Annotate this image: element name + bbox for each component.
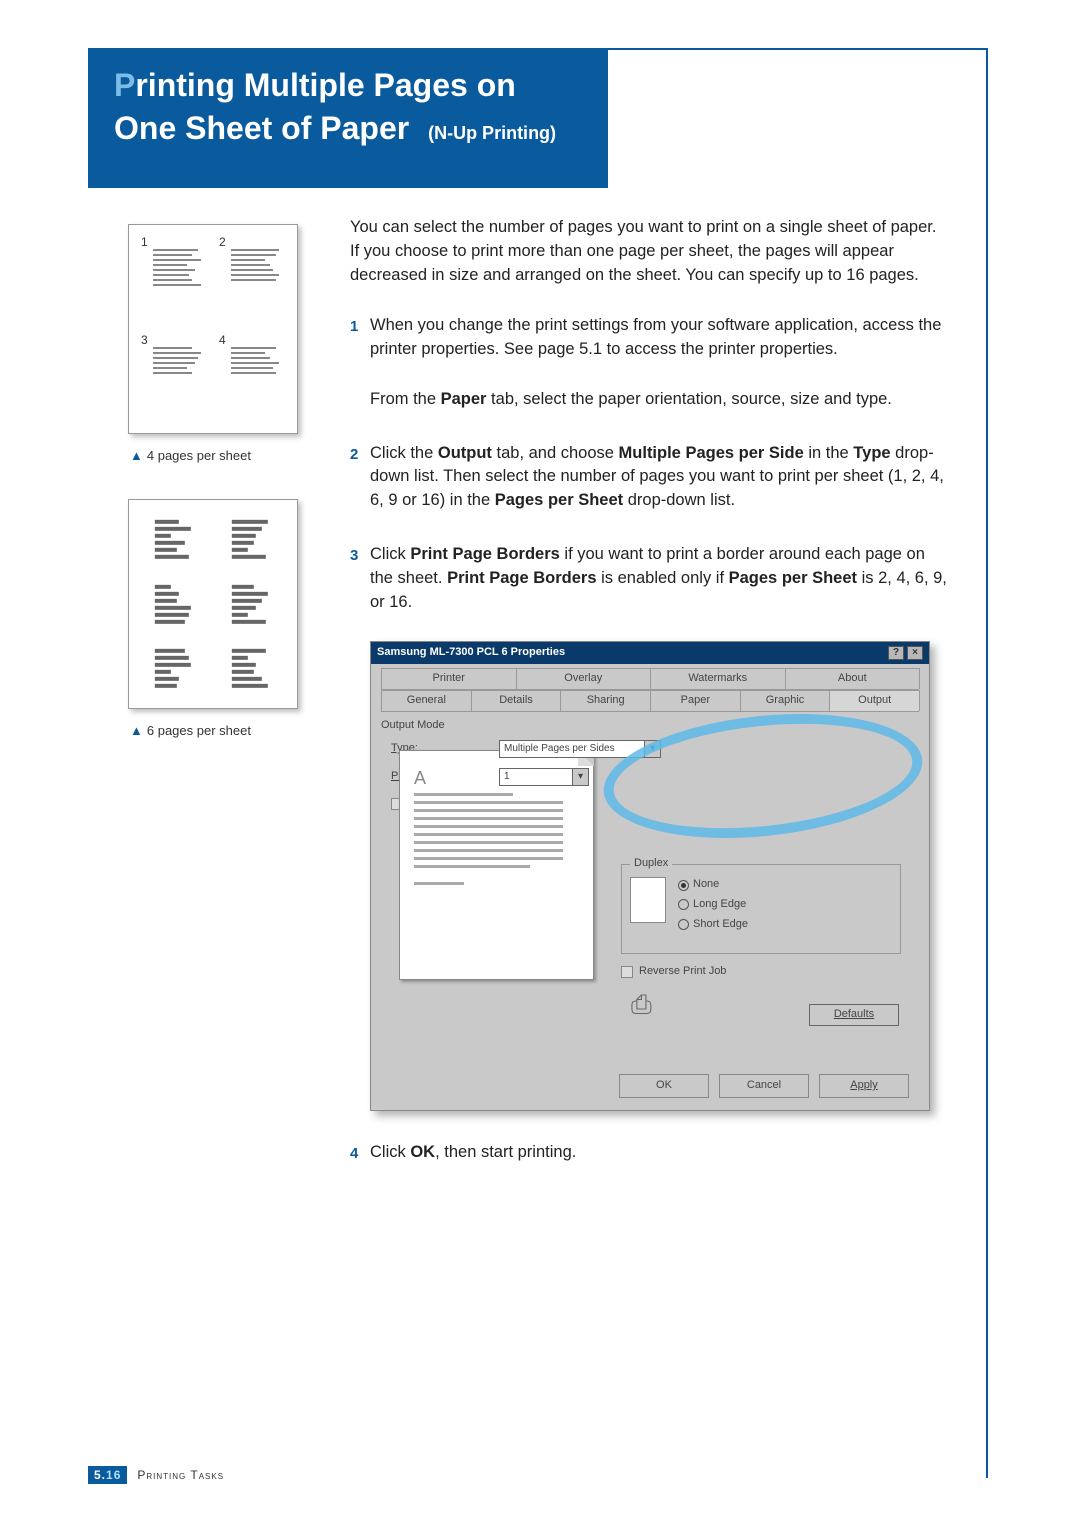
- radio-none[interactable]: None: [678, 877, 748, 893]
- step-number: 2: [350, 444, 358, 466]
- thumbnail-4up: 1 2 3 4: [128, 224, 298, 434]
- intro-paragraph: You can select the number of pages you w…: [350, 216, 950, 288]
- dropdown-arrow-icon: ▾: [572, 769, 588, 785]
- title-line2-text: One Sheet of Paper: [114, 110, 409, 146]
- dropdown-arrow-icon: ▾: [644, 741, 660, 757]
- title-line-1: Printing Multiple Pages on: [114, 64, 582, 107]
- step-1b-post: tab, select the paper orientation, sourc…: [486, 390, 891, 408]
- ok-button[interactable]: OK: [619, 1074, 709, 1098]
- step-1b: From the Paper tab, select the paper ori…: [350, 388, 950, 412]
- dialog-bottom-buttons: OK Cancel Apply: [619, 1074, 909, 1098]
- duplex-radios: None Long Edge Short Edge: [678, 877, 748, 937]
- step-2: 2 Click the Output tab, and choose Multi…: [350, 442, 950, 514]
- defaults-button[interactable]: Defaults: [809, 1004, 899, 1026]
- page-footer: 5.16 Printing Tasks: [88, 1466, 224, 1484]
- radio-long-edge[interactable]: Long Edge: [678, 897, 748, 913]
- type-value: Multiple Pages per Sides: [504, 742, 615, 757]
- reverse-icon: ⎙: [631, 986, 652, 1024]
- help-button[interactable]: ?: [888, 646, 904, 660]
- title-subtitle: (N-Up Printing): [428, 123, 556, 143]
- tab-paper[interactable]: Paper: [650, 690, 741, 711]
- tab-general[interactable]: General: [381, 690, 472, 711]
- mini-page-num: 4: [219, 333, 226, 347]
- right-column: You can select the number of pages you w…: [350, 216, 950, 1165]
- mini-page-num: 3: [141, 333, 148, 347]
- tab-overlay[interactable]: Overlay: [516, 668, 652, 689]
- mini-page-num: 1: [141, 235, 148, 249]
- step-4: 4 Click OK, then start printing.: [350, 1141, 950, 1165]
- tab-watermarks[interactable]: Watermarks: [650, 668, 786, 689]
- reverse-print-row[interactable]: Reverse Print Job: [621, 964, 726, 980]
- pps-value: 1: [504, 770, 510, 785]
- tab-details[interactable]: Details: [471, 690, 562, 711]
- caption-6up: ▲ 6 pages per sheet: [130, 723, 320, 738]
- mini-page-num: 2: [219, 235, 226, 249]
- reverse-label: Reverse Print Job: [639, 964, 726, 980]
- tab-about[interactable]: About: [785, 668, 921, 689]
- tab-rows: Printer Overlay Watermarks About General…: [381, 668, 919, 712]
- title-banner: Printing Multiple Pages on One Sheet of …: [88, 48, 608, 188]
- step-1b-bold: Paper: [441, 390, 487, 408]
- caption-6up-text: 6 pages per sheet: [147, 723, 251, 738]
- duplex-group: Duplex None Long Edge Short Edge: [621, 864, 901, 954]
- content-area: 1 2 3 4 ▲ 4 pages per sheet ▲ 6 pages per …: [120, 216, 970, 1191]
- radio-icon: [678, 919, 689, 930]
- step-1-text: When you change the print settings from …: [370, 316, 941, 358]
- thumbnail-6up: [128, 499, 298, 709]
- dialog-body: Printer Overlay Watermarks About General…: [371, 664, 929, 1110]
- title-line-2: One Sheet of Paper (N-Up Printing): [114, 107, 582, 150]
- page-number-badge: 5.16: [88, 1466, 127, 1484]
- caption-4up: ▲ 4 pages per sheet: [130, 448, 320, 463]
- properties-dialog: Samsung ML-7300 PCL 6 Properties ? × Pri…: [370, 641, 930, 1111]
- left-column: 1 2 3 4 ▲ 4 pages per sheet ▲ 6 pages per …: [120, 216, 320, 774]
- step-number: 1: [350, 316, 358, 338]
- dialog-title: Samsung ML-7300 PCL 6 Properties: [377, 645, 565, 661]
- step-1b-pre: From the: [370, 390, 441, 408]
- close-button[interactable]: ×: [907, 646, 923, 660]
- radio-short-edge[interactable]: Short Edge: [678, 917, 748, 933]
- pages-per-sheet-dropdown[interactable]: 1 ▾: [499, 768, 589, 786]
- caption-4up-text: 4 pages per sheet: [147, 448, 251, 463]
- tab-printer[interactable]: Printer: [381, 668, 517, 689]
- apply-button[interactable]: Apply: [819, 1074, 909, 1098]
- dialog-titlebar: Samsung ML-7300 PCL 6 Properties ? ×: [371, 642, 929, 664]
- title-line1-rest: rinting Multiple Pages on: [135, 67, 515, 103]
- title-accent-letter: P: [114, 67, 135, 103]
- checkbox-icon: [621, 966, 633, 978]
- triangle-icon: ▲: [130, 448, 143, 463]
- radio-icon: [678, 899, 689, 910]
- section-label: Printing Tasks: [137, 1468, 224, 1482]
- step-3: 3 Click Print Page Borders if you want t…: [350, 543, 950, 615]
- cancel-button[interactable]: Cancel: [719, 1074, 809, 1098]
- step-number: 4: [350, 1143, 358, 1165]
- duplex-legend: Duplex: [630, 856, 672, 872]
- radio-icon: [678, 880, 689, 891]
- tab-graphic[interactable]: Graphic: [740, 690, 831, 711]
- type-dropdown[interactable]: Multiple Pages per Sides ▾: [499, 740, 661, 758]
- triangle-icon: ▲: [130, 723, 143, 738]
- tab-sharing[interactable]: Sharing: [560, 690, 651, 711]
- output-legend: Output Mode: [381, 719, 445, 731]
- step-1: 1 When you change the print settings fro…: [350, 314, 950, 362]
- step-number: 3: [350, 545, 358, 567]
- duplex-icon: [630, 877, 666, 923]
- preview-letter: A: [414, 768, 426, 788]
- tab-output[interactable]: Output: [829, 690, 920, 711]
